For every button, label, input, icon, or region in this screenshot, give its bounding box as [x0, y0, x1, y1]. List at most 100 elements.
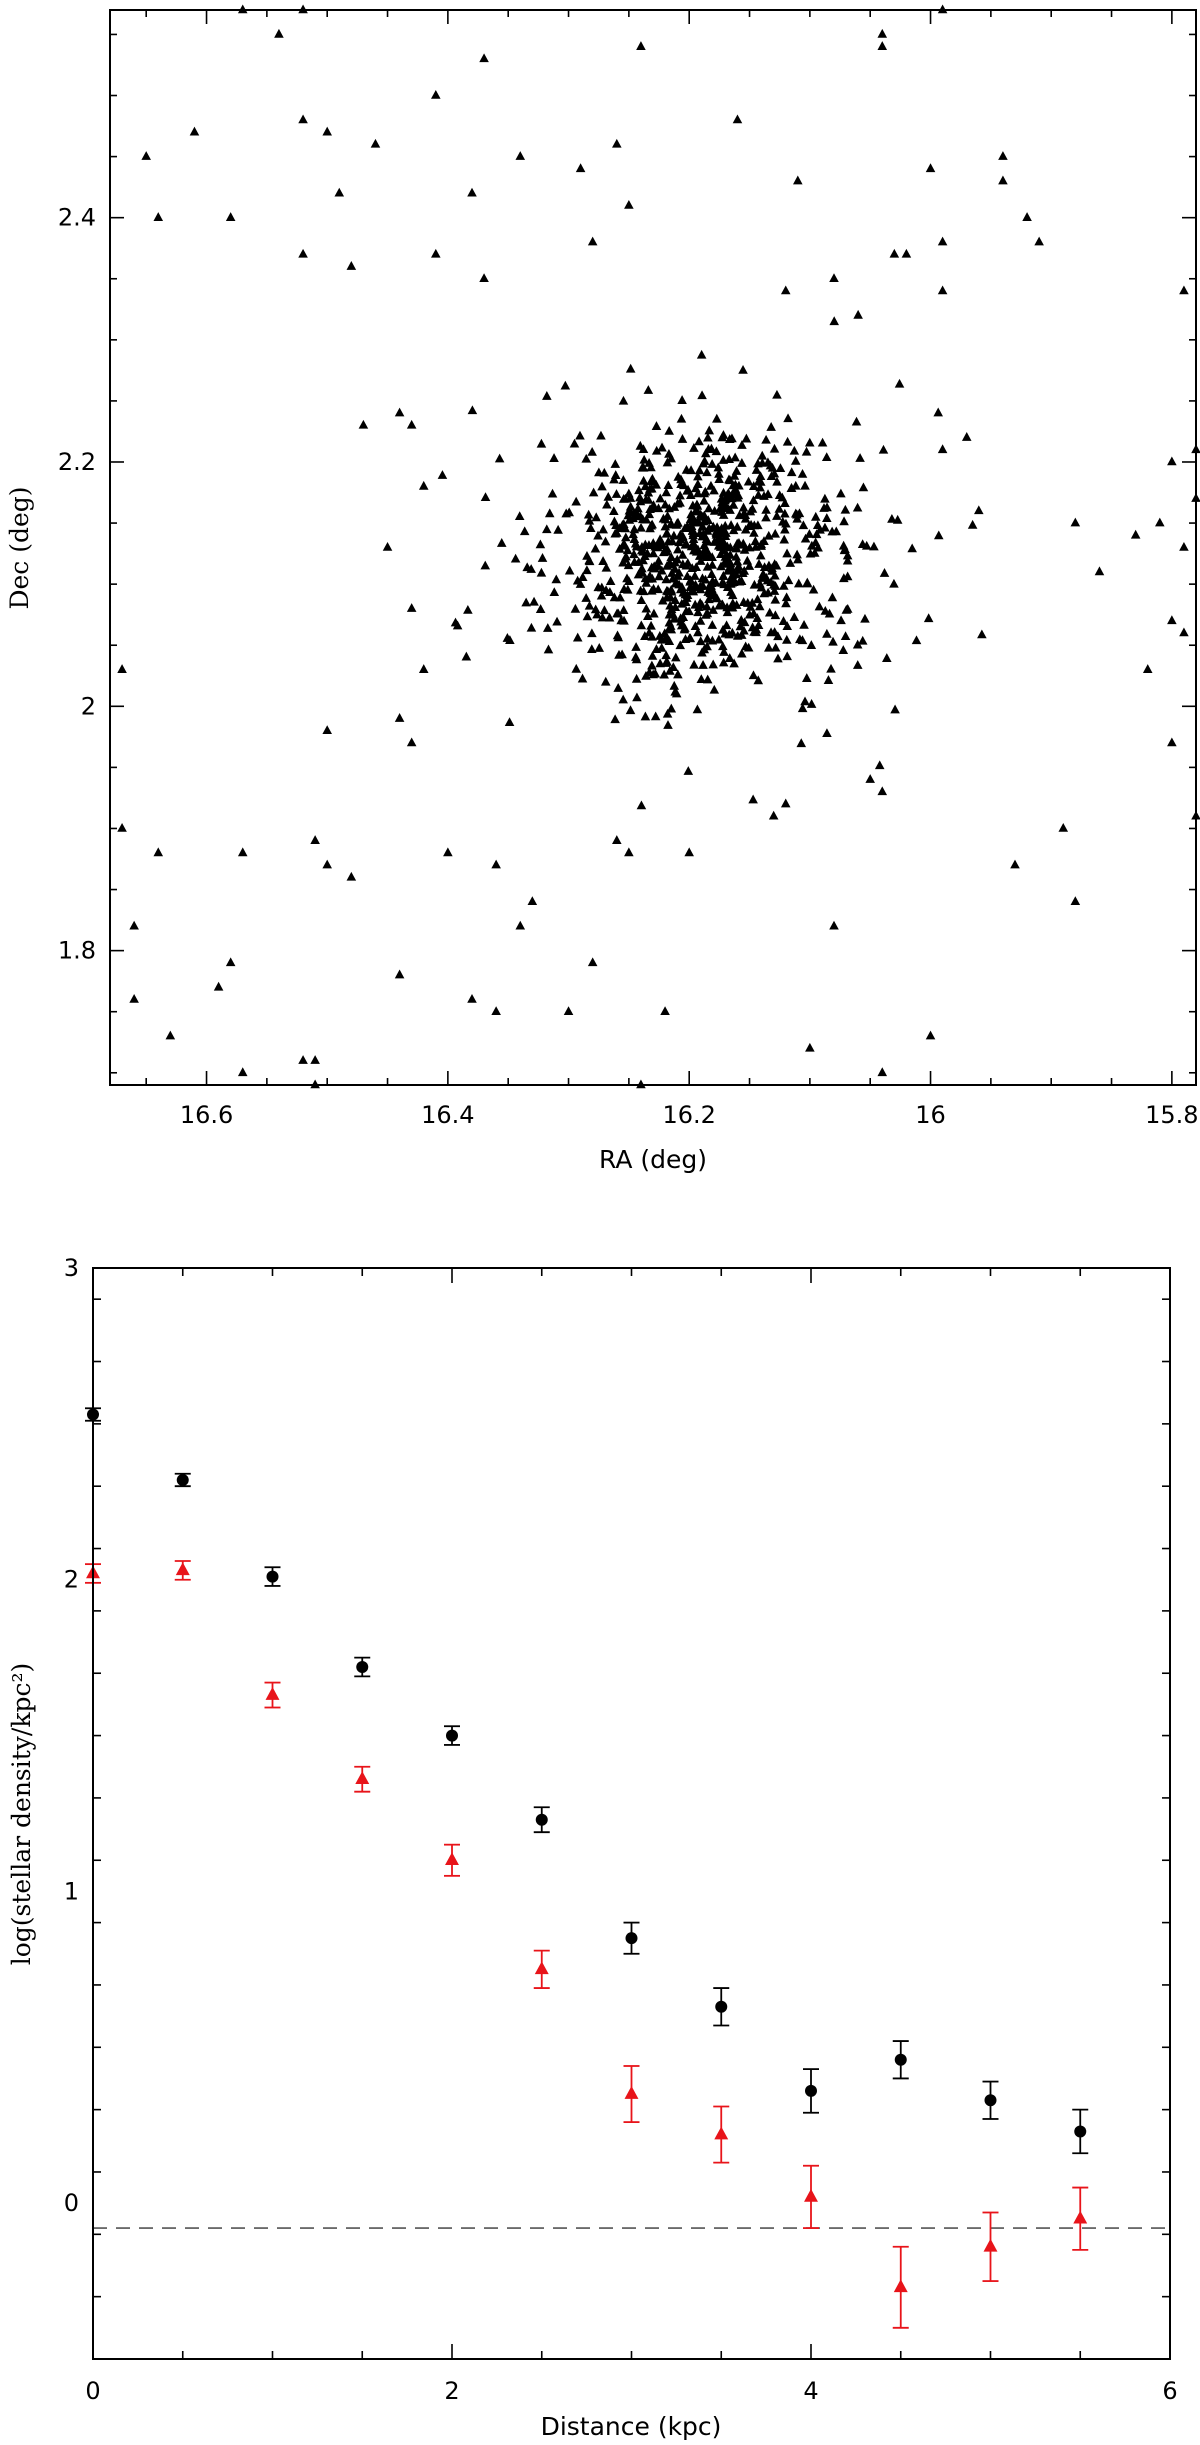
data-point	[707, 459, 717, 468]
data-point	[665, 665, 675, 675]
data-point	[521, 597, 531, 607]
data-point	[782, 621, 793, 630]
data-point	[732, 114, 743, 124]
data-point	[887, 513, 897, 523]
data-point	[651, 479, 662, 489]
data-point	[925, 1030, 936, 1040]
data-point	[726, 520, 736, 529]
data-point	[852, 660, 863, 669]
data-point	[479, 53, 489, 63]
data-point	[719, 647, 729, 656]
data-point	[590, 543, 601, 553]
data-point	[680, 623, 690, 632]
x-tick-label: 16	[915, 1101, 946, 1129]
data-point	[974, 505, 984, 515]
data-point	[601, 585, 611, 594]
data-point	[682, 485, 692, 495]
data-point	[728, 525, 739, 535]
data-point	[535, 1813, 548, 1826]
data-point	[571, 496, 581, 506]
data-point	[889, 248, 900, 258]
data-point	[780, 798, 791, 808]
data-point	[585, 523, 596, 533]
data-point	[628, 529, 638, 539]
data-point	[879, 568, 890, 577]
data-point	[697, 521, 708, 531]
data-point	[625, 705, 636, 715]
data-point	[406, 737, 417, 747]
data-point	[717, 432, 728, 442]
data-point	[736, 630, 747, 639]
data-point	[655, 631, 665, 640]
data-point	[633, 503, 643, 513]
data-point	[322, 725, 332, 735]
data-point	[706, 569, 717, 578]
data-point	[618, 395, 629, 405]
data-point	[549, 587, 560, 597]
data-point	[577, 572, 588, 582]
data-point	[747, 503, 758, 513]
data-point	[656, 642, 667, 652]
data-point	[661, 528, 672, 538]
data-point	[640, 551, 650, 560]
data-point	[718, 545, 728, 555]
data-point	[563, 1006, 574, 1016]
data-point	[641, 514, 652, 524]
data-point	[718, 571, 729, 580]
data-point	[662, 560, 672, 570]
data-point	[670, 578, 681, 588]
data-point	[724, 653, 735, 662]
data-point	[763, 530, 774, 540]
data-point	[661, 546, 672, 556]
data-point	[911, 635, 922, 645]
axis-ticks: 0 2 4 6 0 1 2 3	[64, 1254, 1178, 2405]
data-point	[783, 575, 794, 585]
data-point	[773, 653, 783, 663]
data-point	[721, 620, 732, 630]
data-point	[611, 520, 621, 529]
data-point	[901, 248, 912, 258]
data-point	[806, 699, 817, 708]
data-point	[675, 497, 685, 507]
data-point	[702, 674, 713, 684]
data-point	[560, 380, 571, 390]
data-point	[752, 594, 763, 604]
data-point	[977, 629, 987, 639]
data-point	[762, 575, 773, 585]
data-point	[1070, 517, 1081, 527]
data-point	[640, 711, 651, 721]
data-point	[635, 440, 646, 450]
data-point	[356, 1660, 369, 1673]
data-point	[587, 236, 598, 246]
data-point	[937, 285, 948, 295]
data-point	[709, 684, 720, 694]
data-point	[877, 786, 888, 796]
data-point	[695, 615, 706, 625]
data-point	[590, 604, 601, 614]
data-point	[689, 545, 699, 555]
data-point	[836, 488, 846, 498]
data-point	[618, 694, 628, 704]
data-point	[718, 641, 728, 651]
data-point	[677, 434, 688, 443]
data-point	[614, 543, 625, 553]
data-point	[769, 586, 780, 595]
data-point	[795, 634, 805, 644]
data-point	[664, 448, 674, 458]
data-point	[767, 563, 777, 573]
data-point	[702, 467, 712, 477]
y-tick-label: 1.8	[58, 937, 96, 965]
data-point	[587, 644, 597, 654]
data-point	[621, 551, 631, 561]
data-point	[690, 599, 700, 609]
data-point	[749, 528, 759, 537]
data-point	[600, 676, 611, 686]
data-point	[437, 470, 448, 479]
data-point	[659, 669, 669, 679]
data-point	[647, 573, 658, 583]
data-point	[382, 542, 393, 551]
data-point	[618, 557, 628, 567]
data-point	[824, 608, 835, 618]
data-point	[265, 1687, 280, 1700]
data-point	[612, 528, 622, 537]
